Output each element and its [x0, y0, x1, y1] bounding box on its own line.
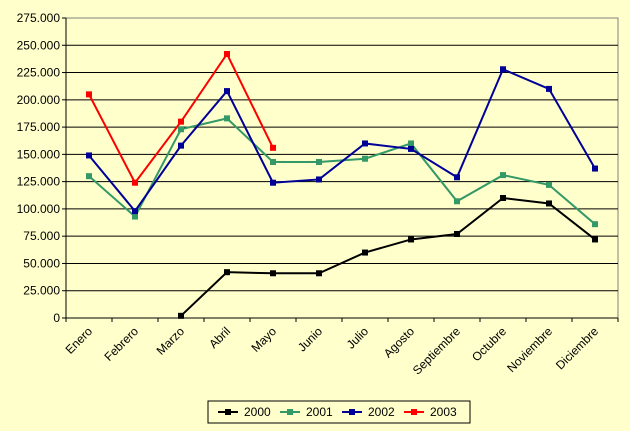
y-tick-label: 75.000 — [23, 229, 60, 243]
data-point-2003 — [86, 91, 92, 98]
data-point-2001 — [408, 140, 414, 147]
x-tick-label: Abril — [206, 324, 233, 351]
x-tick-label: Junio — [295, 324, 325, 354]
data-point-2000 — [270, 270, 276, 277]
data-point-2000 — [408, 236, 414, 243]
data-point-2003 — [270, 144, 276, 151]
legend-marker-2000 — [225, 409, 231, 415]
data-point-2002 — [592, 165, 598, 172]
data-point-2001 — [270, 159, 276, 165]
data-point-2002 — [178, 142, 184, 149]
data-point-2000 — [316, 270, 322, 277]
data-point-2002 — [546, 85, 552, 92]
data-point-2002 — [316, 176, 322, 183]
data-point-2002 — [408, 145, 414, 152]
x-axis: Enero Febrero Marzo Abril Mayo Junio Julio Agos… — [63, 317, 619, 378]
x-tick-label: Noviembre — [504, 324, 555, 375]
y-tick-label: 175.000 — [17, 120, 61, 134]
legend-box — [207, 400, 471, 424]
y-tick-label: 225.000 — [17, 66, 61, 80]
data-point-2001 — [592, 221, 598, 228]
x-tick-label: Diciembre — [553, 324, 601, 372]
plot-area — [65, 17, 619, 319]
data-point-2002 — [132, 208, 138, 215]
y-axis: 0 25.000 50.000 75.000 100.000 125.000 150.000… — [17, 11, 67, 325]
y-tick-label: 125.000 — [17, 175, 61, 189]
x-tick-label: Febrero — [102, 324, 142, 364]
data-point-2003 — [132, 179, 138, 186]
data-point-2001 — [546, 181, 552, 188]
gridlines — [66, 44, 618, 292]
data-point-2001 — [500, 172, 506, 179]
legend-label-2002: 2002 — [368, 405, 395, 419]
legend-label-2000: 2000 — [244, 405, 271, 419]
data-point-2001 — [86, 173, 92, 180]
data-point-2001 — [132, 213, 138, 220]
y-tick-label: 0 — [53, 311, 60, 325]
y-tick-label: 25.000 — [23, 284, 60, 298]
data-point-2002 — [86, 152, 92, 159]
x-tick-label: Mayo — [248, 324, 279, 355]
data-point-2002 — [362, 140, 368, 147]
x-tick-label: Julio — [344, 324, 372, 352]
y-tick-label: 150.000 — [17, 147, 61, 161]
legend-marker-2001 — [287, 409, 293, 415]
x-tick-label: Septiembre — [410, 324, 464, 378]
legend-marker-2002 — [349, 409, 355, 415]
x-tick-label: Marzo — [154, 324, 188, 358]
x-tick-label: Octubre — [469, 324, 509, 364]
data-point-2001 — [224, 115, 230, 122]
y-tick-label: 200.000 — [17, 93, 61, 107]
data-point-2000 — [178, 312, 184, 319]
data-point-2000 — [500, 195, 506, 201]
series-line-2002 — [88, 67, 596, 213]
legend: 2000 2001 2002 2003 — [207, 400, 471, 424]
y-tick-label: 50.000 — [23, 256, 60, 270]
data-point-2001 — [316, 159, 322, 165]
y-tick-label: 100.000 — [17, 202, 61, 216]
y-tick-label: 250.000 — [17, 38, 61, 52]
data-point-2001 — [454, 198, 460, 205]
data-point-2002 — [500, 66, 506, 73]
data-point-2002 — [454, 174, 460, 181]
data-point-2003 — [178, 118, 184, 125]
data-point-2001 — [178, 126, 184, 133]
data-point-2002 — [224, 88, 230, 95]
data-point-2003 — [224, 51, 230, 57]
data-point-2000 — [546, 200, 552, 207]
data-point-2001 — [362, 155, 368, 162]
x-tick-label: Agosto — [381, 324, 418, 361]
series-line-2000 — [180, 196, 596, 317]
y-tick-label: 275.000 — [17, 11, 61, 25]
legend-label-2003: 2003 — [430, 405, 457, 419]
data-point-2000 — [224, 269, 230, 276]
x-tick-label: Enero — [63, 324, 96, 357]
data-point-2000 — [362, 249, 368, 256]
data-point-2000 — [454, 231, 460, 237]
data-point-2002 — [270, 179, 276, 186]
legend-marker-2003 — [411, 409, 417, 415]
data-point-2000 — [592, 236, 598, 243]
series-group — [86, 51, 598, 319]
legend-label-2001: 2001 — [306, 405, 333, 419]
